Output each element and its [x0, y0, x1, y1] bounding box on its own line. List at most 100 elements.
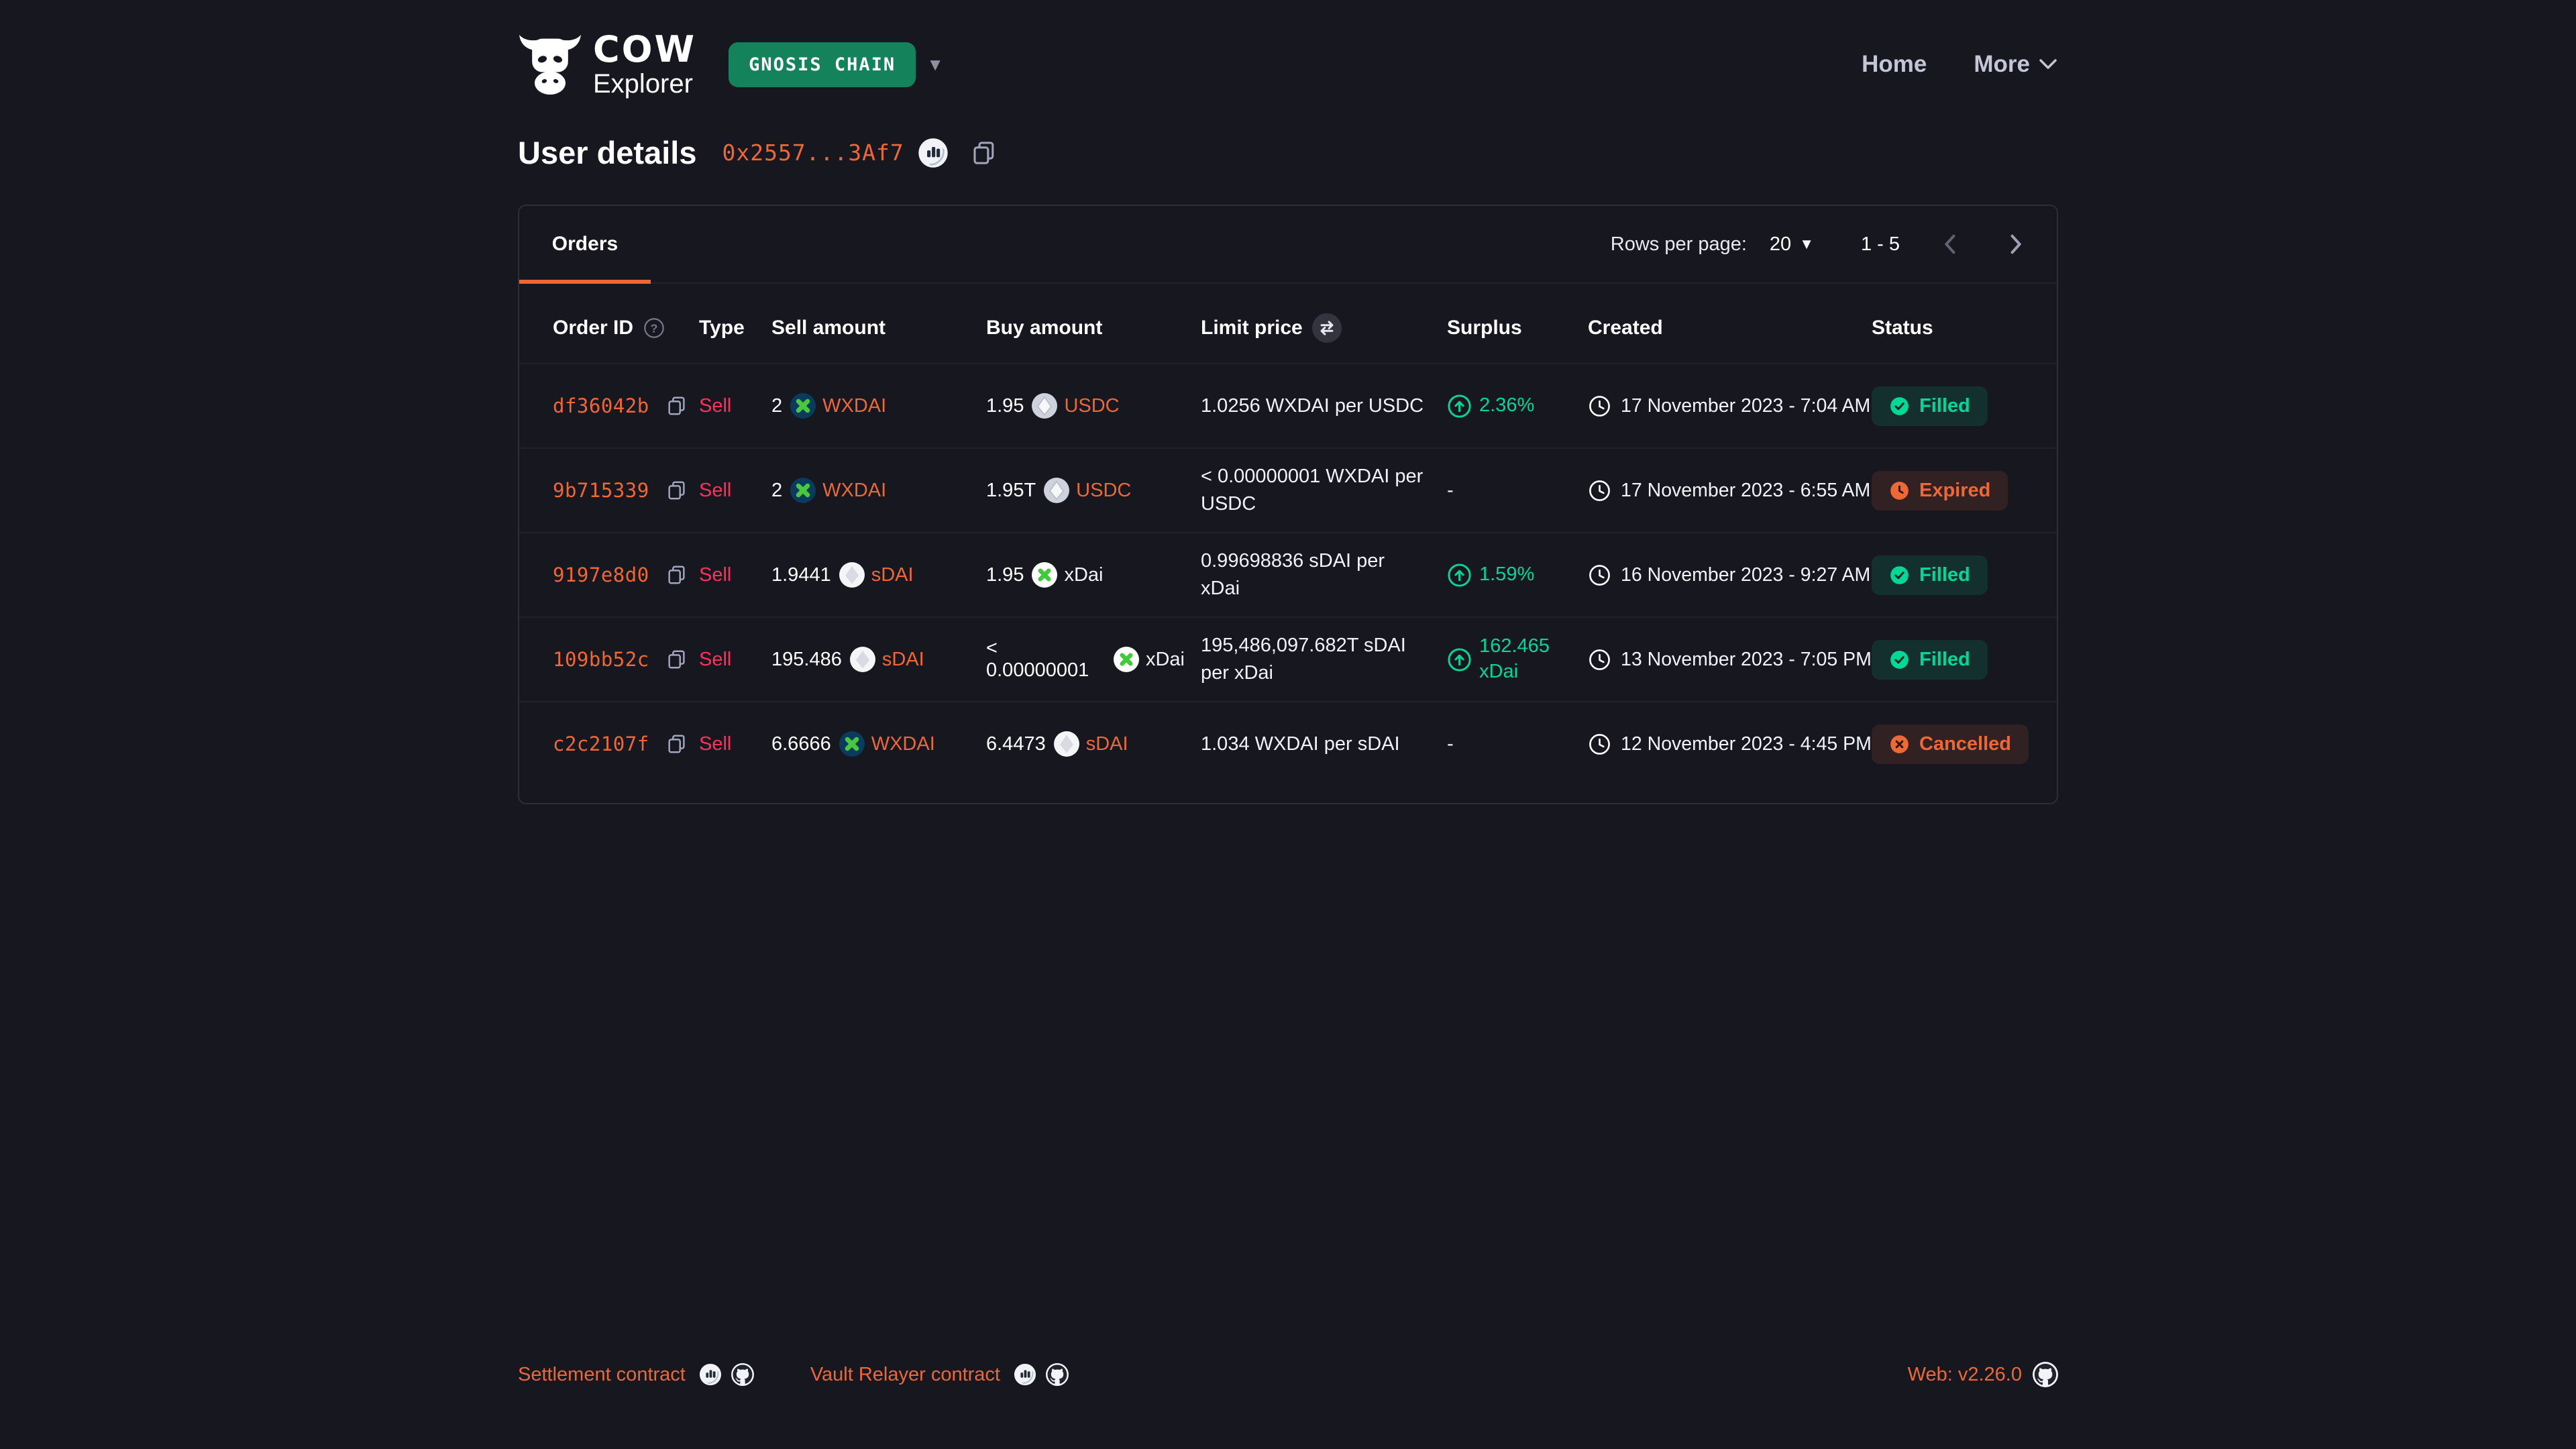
- page-range: 1 - 5: [1860, 233, 1900, 255]
- cell-buy-amount: 6.4473 sDAI: [986, 701, 1201, 786]
- copy-order-id-icon[interactable]: [665, 394, 688, 417]
- limit-price-value: 195,486,097.682T sDAI per xDai: [1201, 635, 1406, 684]
- cell-status: Cancelled: [1872, 701, 2057, 786]
- nav-home[interactable]: Home: [1862, 51, 1927, 77]
- token-symbol-link[interactable]: USDC: [1064, 394, 1120, 417]
- order-id-link[interactable]: 109bb52c: [553, 648, 649, 671]
- cell-surplus: 162.465 xDai: [1447, 616, 1588, 702]
- github-icon[interactable]: [731, 1363, 754, 1386]
- cell-limit-price: 1.0256 WXDAI per USDC: [1201, 363, 1447, 448]
- wxdai-token-icon: [790, 478, 816, 503]
- cell-type: Sell: [699, 363, 771, 448]
- token-symbol-link[interactable]: WXDAI: [822, 394, 887, 417]
- token-symbol-link[interactable]: sDAI: [871, 564, 914, 586]
- clock-icon: [1589, 733, 1610, 755]
- limit-price-value: 1.0256 WXDAI per USDC: [1201, 394, 1424, 417]
- col-sell-amount: Sell amount: [771, 317, 886, 339]
- cell-buy-amount: < 0.00000001 xDai: [986, 616, 1201, 702]
- next-page-button[interactable]: [2002, 231, 2029, 258]
- token-symbol-link[interactable]: WXDAI: [822, 479, 887, 501]
- cell-buy-amount: 1.95 xDai: [986, 532, 1201, 617]
- previous-page-button[interactable]: [1937, 231, 1964, 258]
- footer-links: Settlement contract Vault Relayer contra…: [518, 1363, 1069, 1386]
- rows-per-page-select[interactable]: 20 ▼: [1766, 233, 1818, 256]
- token-amount: < 0.00000001: [986, 637, 1089, 681]
- cow-explorer-logo[interactable]: COW Explorer: [518, 32, 696, 97]
- cell-surplus: 2.36%: [1447, 363, 1588, 448]
- svg-text:?: ?: [651, 322, 658, 335]
- clock-icon: [1589, 649, 1610, 670]
- copy-order-id-icon[interactable]: [665, 648, 688, 671]
- cell-type: Sell: [699, 701, 771, 786]
- main-content: User details 0x2557...3Af7: [518, 105, 2058, 804]
- created-value: 17 November 2023 - 6:55 AM: [1588, 479, 1870, 502]
- order-type: Sell: [699, 394, 732, 417]
- tab-orders[interactable]: Orders: [519, 206, 651, 284]
- block-explorer-icon[interactable]: [1014, 1363, 1036, 1386]
- status-badge: Cancelled: [1872, 724, 2029, 764]
- top-bar: COW Explorer GNOSIS CHAIN ▼ Home More: [0, 0, 2576, 105]
- check-circle-icon: [1890, 650, 1909, 669]
- vault-relayer-contract-link[interactable]: Vault Relayer contract: [810, 1363, 1000, 1385]
- cell-type: Sell: [699, 532, 771, 617]
- copy-order-id-icon[interactable]: [665, 564, 688, 586]
- status-badge: Expired: [1872, 470, 2008, 511]
- token-symbol-link[interactable]: sDAI: [1085, 733, 1128, 755]
- orders-tbody: df36042b Sell 2 WXDAI 1.95 USDC 1.0256 W…: [519, 363, 2057, 786]
- copy-order-id-icon[interactable]: [665, 733, 688, 755]
- order-id-link[interactable]: df36042b: [553, 394, 649, 417]
- token-symbol-link[interactable]: sDAI: [881, 648, 924, 670]
- copy-address-icon[interactable]: [970, 139, 998, 167]
- token-symbol-link[interactable]: USDC: [1076, 479, 1132, 501]
- network-selector[interactable]: GNOSIS CHAIN ▼: [729, 42, 944, 87]
- order-row: 109bb52c Sell 195.486 sDAI < 0.00000001 …: [519, 616, 2057, 702]
- status-badge: Filled: [1872, 386, 1988, 426]
- github-icon[interactable]: [1046, 1363, 1069, 1386]
- surplus-up-icon: [1448, 647, 1471, 672]
- order-id-link[interactable]: c2c2107f: [553, 733, 649, 755]
- order-type: Sell: [699, 733, 732, 755]
- cell-created: 17 November 2023 - 6:55 AM: [1588, 447, 1872, 533]
- cell-status: Filled: [1872, 363, 2057, 448]
- order-id-link[interactable]: 9197e8d0: [553, 564, 649, 586]
- settlement-contract-link[interactable]: Settlement contract: [518, 1363, 686, 1385]
- sdai-token-icon: [1053, 731, 1079, 757]
- token-symbol: xDai: [1064, 564, 1104, 586]
- block-explorer-icon[interactable]: [699, 1363, 722, 1386]
- cell-sell-amount: 2 WXDAI: [771, 363, 986, 448]
- caret-down-icon: ▼: [926, 54, 944, 74]
- github-icon[interactable]: [2033, 1362, 2058, 1387]
- footer: Settlement contract Vault Relayer contra…: [0, 1362, 2576, 1449]
- user-address-link[interactable]: 0x2557...3Af7: [722, 140, 904, 166]
- order-type: Sell: [699, 479, 732, 501]
- cell-limit-price: 195,486,097.682T sDAI per xDai: [1201, 616, 1447, 702]
- xdai-token-icon: [1032, 562, 1058, 588]
- swap-price-icon[interactable]: [1311, 313, 1342, 343]
- cell-sell-amount: 6.6666 WXDAI: [771, 701, 986, 786]
- logo-text: COW Explorer: [593, 32, 696, 98]
- help-icon[interactable]: ?: [643, 317, 665, 339]
- nav-more[interactable]: More: [1974, 51, 2058, 78]
- token-amount: 2: [771, 394, 783, 417]
- orders-table: Order ID ? Type Sell amount Buy amount: [519, 284, 2057, 786]
- surplus-value: 1.59%: [1447, 562, 1572, 588]
- orders-card: Orders Rows per page: 20 ▼ 1 - 5: [518, 205, 2058, 804]
- clock-icon: [1589, 564, 1610, 586]
- token-amount: 195.486: [771, 648, 842, 670]
- copy-order-id-icon[interactable]: [665, 479, 688, 502]
- token-symbol-link[interactable]: WXDAI: [871, 733, 935, 755]
- cell-limit-price: < 0.00000001 WXDAI per USDC: [1201, 447, 1447, 533]
- col-surplus: Surplus: [1447, 317, 1522, 339]
- col-order-id: Order ID ?: [519, 284, 699, 364]
- token-amount: 1.95T: [986, 479, 1036, 501]
- chevron-right-icon: [2010, 234, 2021, 254]
- block-explorer-icon[interactable]: [918, 138, 949, 168]
- cell-limit-price: 1.034 WXDAI per sDAI: [1201, 701, 1447, 786]
- order-id-link[interactable]: 9b715339: [553, 479, 649, 502]
- col-buy-amount: Buy amount: [986, 317, 1103, 339]
- cell-sell-amount: 2 WXDAI: [771, 447, 986, 533]
- tab-bar: Orders Rows per page: 20 ▼ 1 - 5: [519, 206, 2057, 284]
- token-symbol: xDai: [1145, 648, 1185, 670]
- order-row: df36042b Sell 2 WXDAI 1.95 USDC 1.0256 W…: [519, 363, 2057, 448]
